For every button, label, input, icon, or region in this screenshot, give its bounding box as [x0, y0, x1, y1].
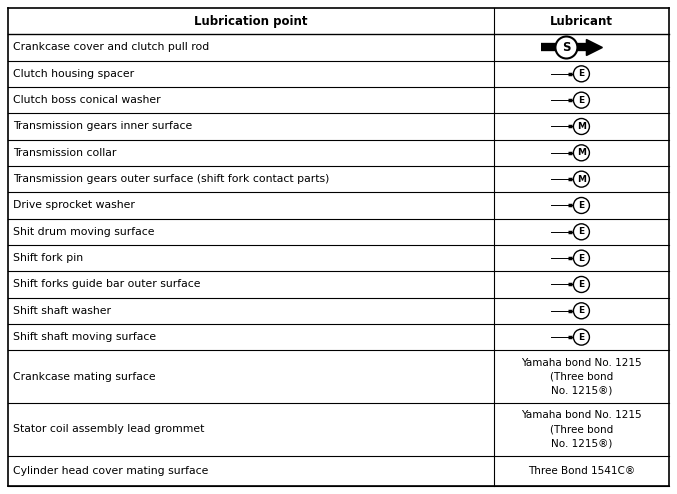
Circle shape: [573, 329, 590, 345]
Text: E: E: [578, 201, 584, 210]
Text: E: E: [578, 69, 584, 79]
Circle shape: [573, 66, 590, 82]
Text: Shift fork pin: Shift fork pin: [13, 253, 83, 263]
Text: Cylinder head cover mating surface: Cylinder head cover mating surface: [13, 466, 209, 476]
Circle shape: [573, 250, 590, 266]
Circle shape: [573, 224, 590, 240]
Circle shape: [573, 198, 590, 213]
Text: Transmission collar: Transmission collar: [13, 148, 116, 158]
Text: Shift forks guide bar outer surface: Shift forks guide bar outer surface: [13, 280, 200, 289]
Text: M: M: [577, 175, 586, 184]
Text: Shift shaft moving surface: Shift shaft moving surface: [13, 332, 156, 342]
Text: Shift shaft washer: Shift shaft washer: [13, 306, 111, 316]
Text: Clutch housing spacer: Clutch housing spacer: [13, 69, 134, 79]
Text: Transmission gears outer surface (shift fork contact parts): Transmission gears outer surface (shift …: [13, 174, 330, 184]
Text: Transmission gears inner surface: Transmission gears inner surface: [13, 122, 192, 131]
Text: E: E: [578, 332, 584, 342]
Text: Lubricant: Lubricant: [550, 15, 613, 28]
Text: Stator coil assembly lead grommet: Stator coil assembly lead grommet: [13, 424, 204, 434]
Text: Lubrication point: Lubrication point: [194, 15, 307, 28]
Text: Yamaha bond No. 1215
(Three bond
No. 1215®): Yamaha bond No. 1215 (Three bond No. 121…: [521, 358, 642, 396]
Circle shape: [555, 37, 577, 58]
Text: M: M: [577, 148, 586, 157]
Text: Crankcase cover and clutch pull rod: Crankcase cover and clutch pull rod: [13, 42, 209, 52]
Circle shape: [573, 92, 590, 108]
Text: E: E: [578, 96, 584, 105]
Text: S: S: [562, 41, 571, 54]
Circle shape: [573, 303, 590, 319]
Text: Drive sprocket washer: Drive sprocket washer: [13, 201, 135, 210]
Text: E: E: [578, 306, 584, 315]
Text: E: E: [578, 253, 584, 263]
Text: Yamaha bond No. 1215
(Three bond
No. 1215®): Yamaha bond No. 1215 (Three bond No. 121…: [521, 411, 642, 448]
Circle shape: [573, 171, 590, 187]
Text: E: E: [578, 280, 584, 289]
Text: M: M: [577, 122, 586, 131]
Text: Clutch boss conical washer: Clutch boss conical washer: [13, 95, 160, 105]
Text: Crankcase mating surface: Crankcase mating surface: [13, 371, 156, 382]
Polygon shape: [586, 40, 603, 55]
Text: Shit drum moving surface: Shit drum moving surface: [13, 227, 154, 237]
Circle shape: [573, 119, 590, 134]
Circle shape: [573, 277, 590, 292]
Text: Three Bond 1541C®: Three Bond 1541C®: [528, 466, 635, 476]
Circle shape: [573, 145, 590, 161]
Text: E: E: [578, 227, 584, 236]
